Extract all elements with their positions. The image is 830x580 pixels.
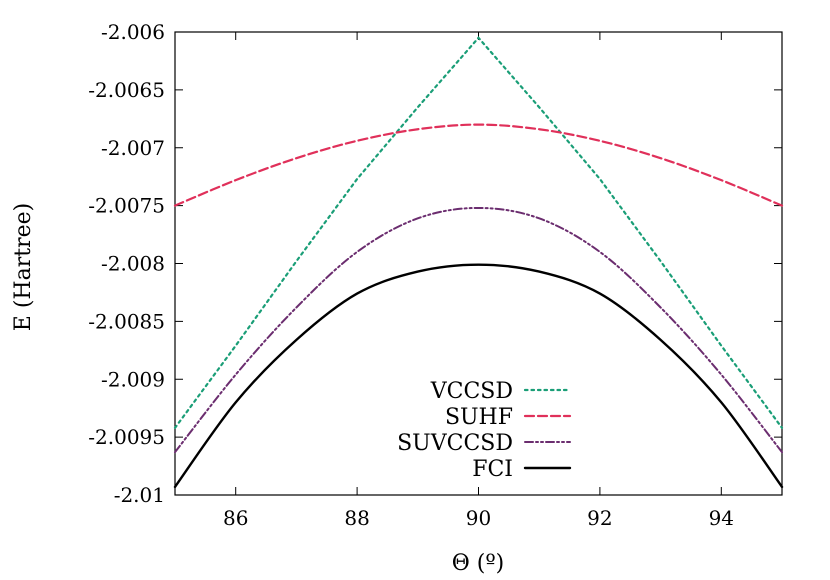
legend-label: SUHF [445,405,513,430]
y-axis: -2.006 -2.0065 -2.007 -2.0075 -2.008 -2.0085 -… [88,20,782,507]
legend-label: FCI [472,457,513,482]
x-tick-label: 86 [223,506,248,530]
series-line-suhf [173,123,784,207]
legend-label: SUVCCSD [397,431,513,456]
y-tick-label: -2.01 [114,483,165,507]
y-tick-label: -2.0065 [88,78,165,102]
x-axis-label: Θ (º) [452,551,505,576]
y-tick-label: -2.007 [101,136,165,160]
series-line-suvccsd [174,206,783,454]
y-tick-label: -2.0075 [88,194,165,218]
x-tick-label: 90 [466,506,491,530]
y-tick-label: -2.009 [101,367,165,391]
x-tick-label: 88 [344,506,369,530]
y-tick-label: -2.008 [101,252,165,276]
legend-label: VCCSD [430,379,513,404]
y-tick-label: -2.0085 [88,309,165,333]
x-axis: 86 88 90 92 94 [223,32,734,530]
y-tick-label: -2.0095 [88,425,165,449]
series-line-vccsd [173,36,784,429]
x-tick-label: 94 [709,506,734,530]
x-tick-label: 92 [587,506,612,530]
y-axis-label: E (Hartree) [11,203,36,331]
series-line-fci [173,263,784,489]
series-lines [173,36,784,489]
y-tick-label: -2.006 [101,20,165,44]
